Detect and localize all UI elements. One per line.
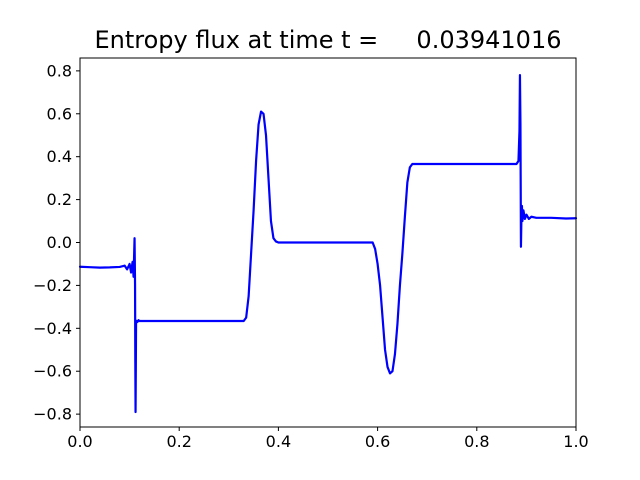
y-tick-label: 0.4 bbox=[47, 147, 72, 166]
y-tick-label: 0.6 bbox=[47, 104, 72, 123]
series-line-0 bbox=[78, 74, 578, 414]
plot-area bbox=[78, 74, 578, 414]
y-tick-label: 0.8 bbox=[47, 61, 72, 80]
axes: 0.0 0.2 0.4 0.6 0.8 1.0 −0.8 −0.6 −0.4 −0.2 0.0 0.2… bbox=[33, 57, 589, 451]
y-tick-label: 0.0 bbox=[47, 233, 72, 252]
y-tick-label: 0.2 bbox=[47, 190, 72, 209]
y-tick-label: −0.4 bbox=[33, 319, 72, 338]
x-tick-label: 0.2 bbox=[166, 432, 191, 451]
y-tick-label: −0.6 bbox=[33, 362, 72, 381]
y-tick-label: −0.8 bbox=[33, 405, 72, 424]
y-tick-label: −0.2 bbox=[33, 276, 72, 295]
chart-title: Entropy flux at time t = 0.03941016 bbox=[95, 26, 562, 54]
x-tick-label: 0.6 bbox=[365, 432, 390, 451]
x-tick-label: 0.0 bbox=[67, 432, 92, 451]
x-tick-label: 0.8 bbox=[464, 432, 489, 451]
x-tick-label: 0.4 bbox=[266, 432, 291, 451]
x-tick-label: 1.0 bbox=[563, 432, 588, 451]
